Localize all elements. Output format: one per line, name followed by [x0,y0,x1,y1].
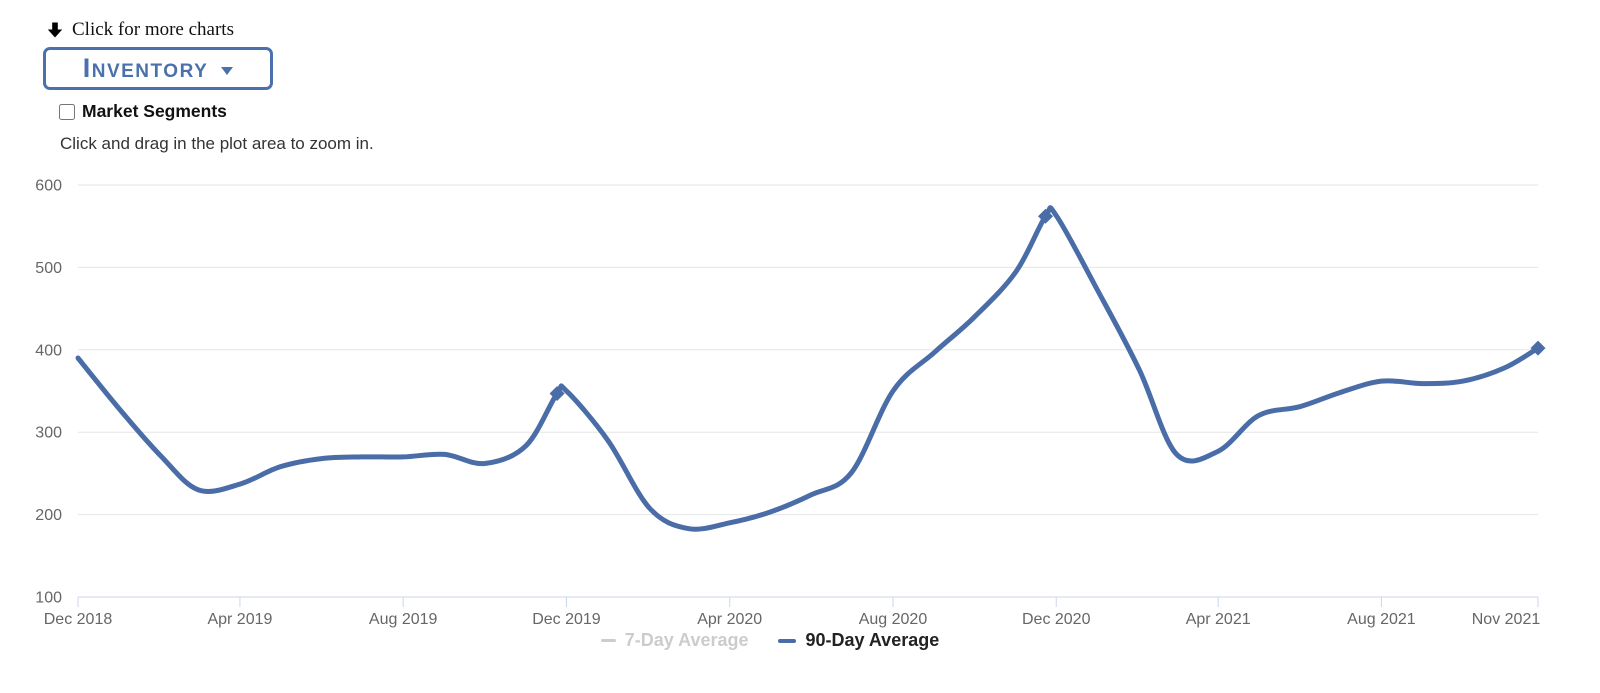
caret-down-icon [221,66,234,75]
x-axis-label: Aug 2021 [1347,611,1416,628]
x-axis-label: Dec 2020 [1022,611,1091,628]
x-axis-label: Apr 2021 [1186,611,1251,628]
point-marker-diamond[interactable] [549,385,565,401]
x-axis-label: Aug 2020 [859,611,928,628]
zoom-hint-text: Click and drag in the plot area to zoom … [60,134,374,153]
x-axis-label: Dec 2018 [44,611,113,628]
point-marker-diamond[interactable] [1038,208,1054,224]
legend-item-90-day-average[interactable]: 90-Day Average [778,630,939,651]
plot-area[interactable] [78,185,1538,597]
y-axis-label: 600 [35,178,62,195]
series-line-90-day [75,205,1541,532]
down-arrow-icon [47,22,63,38]
more-charts-link[interactable]: Click for more charts [46,19,234,41]
legend-label-90-day: 90-Day Average [805,630,940,650]
point-marker-diamond[interactable] [1530,340,1546,356]
x-axis-label: Apr 2020 [697,611,762,628]
series-dash-icon-blue [778,638,797,643]
x-axis-label: Apr 2019 [207,611,272,628]
y-axis-label: 100 [35,590,62,607]
x-axis-label: Nov 2021 [1472,611,1541,628]
market-segments-checkbox[interactable] [59,103,75,120]
inventory-dropdown[interactable]: Inventory [43,47,273,90]
legend-label-7-day: 7-Day Average [624,630,749,650]
y-axis-label: 400 [35,342,62,359]
x-axis-label: Aug 2019 [369,611,438,628]
y-axis-label: 200 [35,507,62,524]
y-axis-label: 500 [35,260,62,277]
series-dash-icon-gray [600,639,616,642]
market-segments-row: Market Segments [59,101,227,122]
y-axis-label: 300 [35,425,62,442]
inventory-dropdown-label: Inventory [82,53,209,83]
legend-item-7-day-average[interactable]: 7-Day Average [600,630,749,651]
market-segments-label: Market Segments [82,101,227,121]
more-charts-label: Click for more charts [72,19,234,40]
chart-legend: 7-Day Average 90-Day Average [0,630,1540,651]
x-axis-label: Dec 2019 [532,611,601,628]
